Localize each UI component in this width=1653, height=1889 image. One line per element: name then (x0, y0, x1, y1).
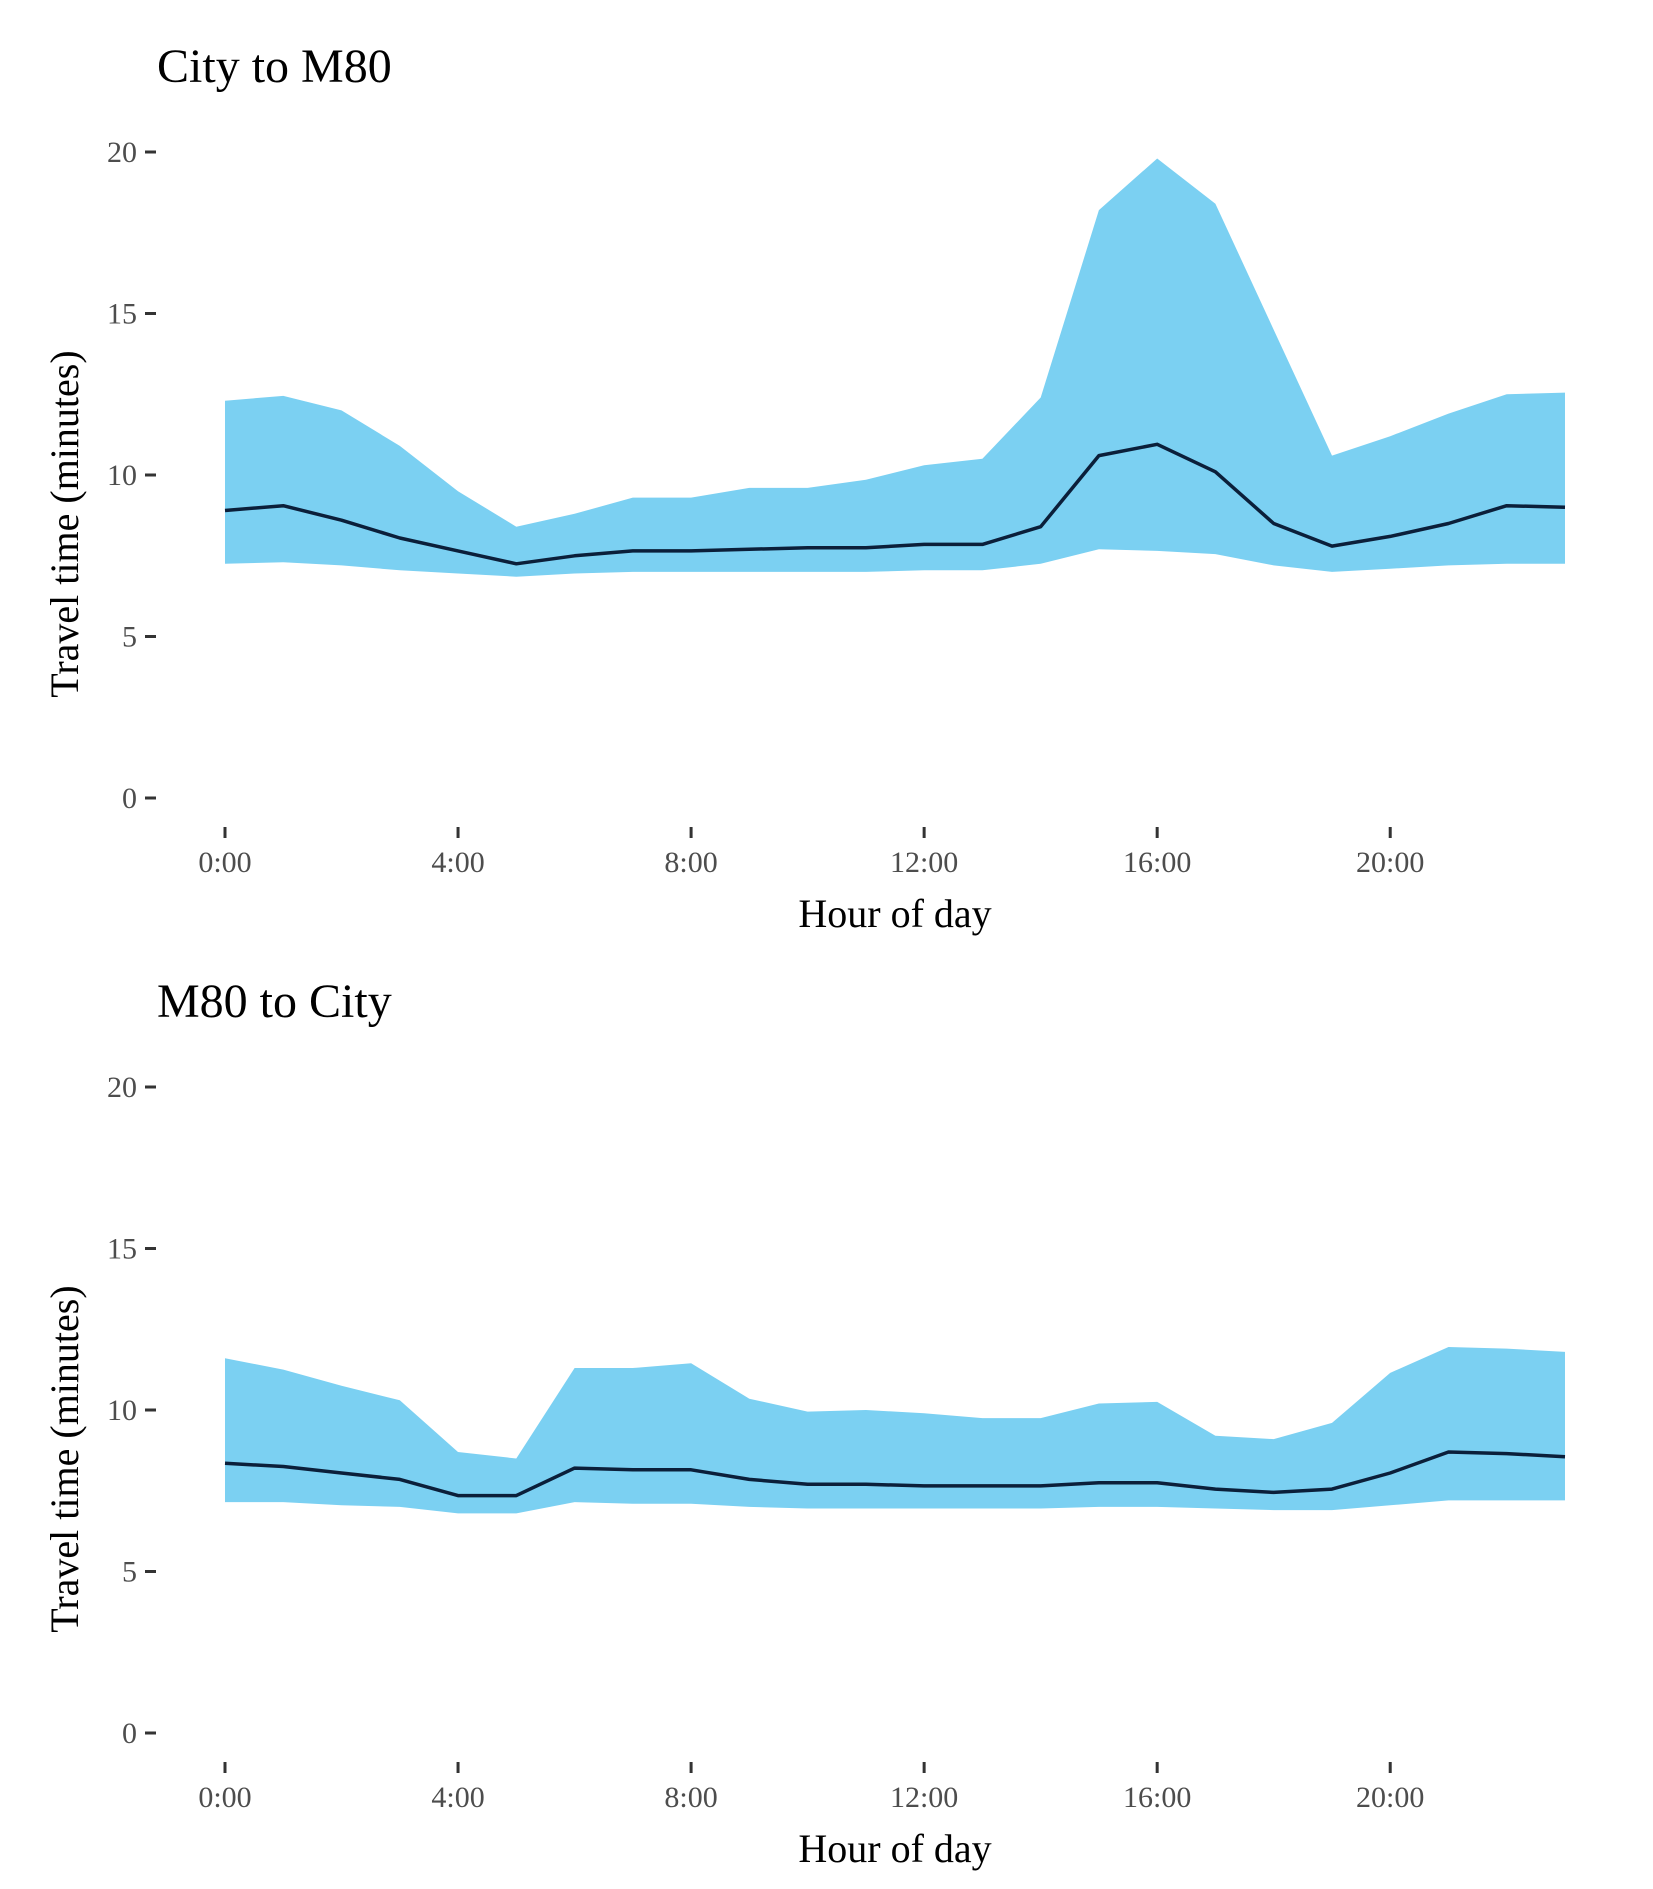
chart-svg-m80-to-city: M80 to City 0 5 10 15 20 0:00 4:00 8:00 12:00 16… (42, 975, 1566, 1871)
y-tick-label: 10 (107, 459, 137, 492)
x-tick-label: 8:00 (664, 846, 717, 879)
x-axis: 0:00 4:00 8:00 12:00 16:00 20:00 (198, 1762, 1424, 1814)
y-tick-label: 20 (107, 136, 137, 169)
y-tick-label: 5 (122, 1556, 137, 1589)
x-axis: 0:00 4:00 8:00 12:00 16:00 20:00 (198, 827, 1424, 879)
chart-panel-city-to-m80: City to M80 0 5 10 15 20 0:00 4:00 8:00 12:00 16… (42, 40, 1566, 936)
y-tick-label: 10 (107, 1394, 137, 1427)
x-tick-label: 4:00 (431, 846, 484, 879)
y-tick-label: 15 (107, 1233, 137, 1266)
y-axis-title: Travel time (minutes) (42, 350, 87, 697)
median-line (224, 1450, 1566, 1498)
x-tick-label: 12:00 (890, 1781, 958, 1814)
chart-title: M80 to City (157, 975, 392, 1028)
range-ribbon (225, 1347, 1565, 1514)
median-line (224, 442, 1566, 566)
x-tick-label: 20:00 (1356, 1781, 1424, 1814)
chart-svg-city-to-m80: City to M80 0 5 10 15 20 0:00 4:00 8:00 12:00 16… (42, 40, 1566, 936)
x-tick-label: 8:00 (664, 1781, 717, 1814)
chart-title: City to M80 (157, 40, 392, 93)
x-tick-label: 16:00 (1123, 1781, 1191, 1814)
x-axis-title: Hour of day (798, 1826, 991, 1871)
y-axis-title: Travel time (minutes) (42, 1285, 87, 1632)
y-axis: 0 5 10 15 20 (107, 136, 156, 815)
x-tick-label: 12:00 (890, 846, 958, 879)
chart-panel-m80-to-city: M80 to City 0 5 10 15 20 0:00 4:00 8:00 12:00 16… (0, 935, 1653, 1880)
y-tick-label: 15 (107, 298, 137, 331)
x-tick-label: 20:00 (1356, 846, 1424, 879)
chart-marks (224, 158, 1566, 577)
x-tick-label: 16:00 (1123, 846, 1191, 879)
x-tick-label: 0:00 (198, 846, 251, 879)
y-tick-label: 5 (122, 621, 137, 654)
y-axis: 0 5 10 15 20 (107, 1071, 156, 1750)
y-tick-label: 0 (122, 1717, 137, 1750)
x-tick-label: 4:00 (431, 1781, 484, 1814)
range-ribbon (225, 158, 1565, 577)
x-axis-title: Hour of day (798, 891, 991, 936)
y-tick-label: 20 (107, 1071, 137, 1104)
x-tick-label: 0:00 (198, 1781, 251, 1814)
chart-marks (224, 1347, 1566, 1514)
y-tick-label: 0 (122, 782, 137, 815)
